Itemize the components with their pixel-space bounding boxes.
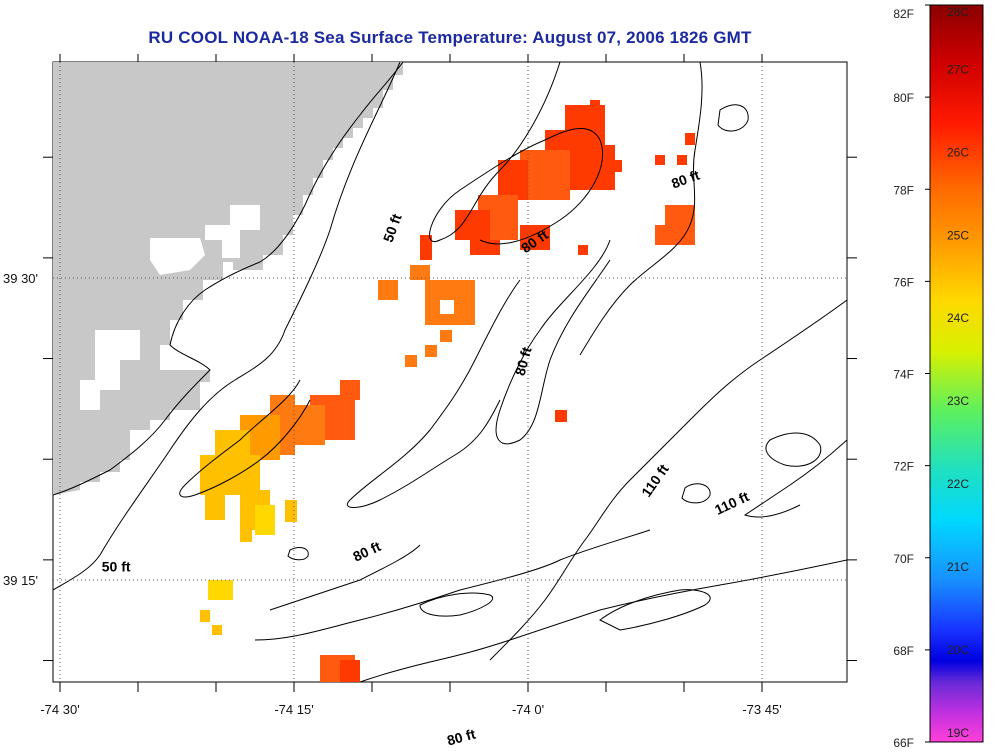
- contour-coast: [53, 62, 404, 496]
- sst-pixel: [208, 580, 233, 600]
- sst-pixel: [285, 500, 297, 522]
- contour-island: [287, 547, 309, 561]
- contour-island: [681, 483, 711, 504]
- colorbar-fahrenheit-labels: 82F 80F 78F 76F 74F 72F 70F 68F 66F: [893, 4, 930, 750]
- bay-area: [80, 330, 140, 410]
- contour-110ft: [743, 439, 847, 518]
- contour-label: 50 ft: [102, 559, 131, 575]
- sst-pixel: [420, 235, 432, 260]
- sst-pixel: [295, 405, 325, 445]
- colorbar-f-label: 68F: [893, 644, 914, 658]
- sst-pixel: [555, 410, 567, 422]
- sst-pixel: [685, 133, 695, 145]
- lon-tick-label: -74 0': [512, 702, 544, 717]
- lon-tick-label: -73 45': [742, 702, 781, 717]
- colorbar-c-label: 25C: [947, 228, 969, 242]
- sst-pixel: [440, 300, 454, 314]
- sst-pixel: [212, 625, 222, 635]
- contour-island: [765, 432, 822, 467]
- axis-tick-labels: -74 30' -74 15' -74 0' -73 45' 39 30' 39 15': [3, 271, 782, 717]
- colorbar-f-label: 76F: [893, 275, 914, 289]
- colorbar-f-label: 74F: [893, 368, 914, 382]
- lat-tick-label: 39 15': [3, 573, 38, 588]
- sst-pixel: [205, 495, 225, 520]
- axis-ticks: [43, 54, 857, 692]
- colorbar-c-label: 28C: [947, 5, 969, 19]
- sst-pixel: [340, 660, 360, 682]
- contour-80ft: [495, 239, 611, 445]
- sst-pixel: [440, 330, 452, 342]
- contour-island: [717, 104, 749, 132]
- contour-80ft: [269, 544, 421, 611]
- sst-pixel: [200, 455, 260, 495]
- contour-80ft: [429, 62, 604, 245]
- sst-pixel: [425, 345, 437, 357]
- colorbar-gradient: [929, 4, 984, 743]
- bay-area: [205, 205, 260, 258]
- lon-tick-label: -74 15': [274, 702, 313, 717]
- contour-50ft: [53, 62, 401, 591]
- colorbar: 82F 80F 78F 76F 74F 72F 70F 68F 66F 28C 27C 26C 25C…: [893, 4, 984, 750]
- sst-pixel: [200, 610, 210, 622]
- sst-pixel: [410, 265, 430, 280]
- contour-80ft: [347, 279, 521, 508]
- colorbar-c-label: 27C: [947, 62, 969, 76]
- sst-pixel: [578, 245, 588, 255]
- lon-tick-label: -74 30': [40, 702, 79, 717]
- sst-pixel: [255, 505, 275, 535]
- land-area: [53, 62, 403, 495]
- colorbar-c-label: 19C: [947, 726, 969, 740]
- lat-tick-label: 39 30': [3, 271, 38, 286]
- sst-pixel: [590, 100, 600, 115]
- sst-pixel: [405, 355, 417, 367]
- grid-lines: [53, 62, 847, 682]
- bay-area: [150, 238, 205, 275]
- sst-pixel: [455, 210, 490, 240]
- contour-shoal: [419, 592, 493, 617]
- sst-pixel: [655, 155, 665, 165]
- colorbar-f-label: 70F: [893, 552, 914, 566]
- colorbar-c-label: 21C: [947, 560, 969, 574]
- contour-80ft: [179, 379, 311, 498]
- sst-pixel: [378, 280, 398, 300]
- contour-label: 80 ft: [512, 345, 535, 377]
- colorbar-c-label: 23C: [947, 394, 969, 408]
- colorbar-c-label: 24C: [947, 311, 969, 325]
- sst-pixel: [655, 225, 675, 245]
- contour-shoal: [599, 589, 711, 631]
- contour-110ft: [489, 299, 847, 661]
- sst-pixel: [240, 530, 252, 542]
- chart-title: RU COOL NOAA-18 Sea Surface Temperature:…: [148, 28, 752, 47]
- colorbar-c-label: 26C: [947, 145, 969, 159]
- sst-pixel: [610, 160, 622, 172]
- contour-80ft: [579, 62, 703, 356]
- colorbar-f-label: 80F: [893, 91, 914, 105]
- colorbar-f-label: 78F: [893, 183, 914, 197]
- colorbar-f-label: 66F: [893, 736, 914, 750]
- contour-label: 80 ft: [445, 726, 477, 749]
- colorbar-celsius-labels: 28C 27C 26C 25C 24C 23C 22C 21C 20C 19C: [947, 5, 969, 740]
- colorbar-c-label: 20C: [947, 643, 969, 657]
- contour-80ft: [254, 529, 651, 641]
- colorbar-f-label: 82F: [893, 7, 914, 21]
- colorbar-c-label: 22C: [947, 477, 969, 491]
- colorbar-f-label: 72F: [893, 460, 914, 474]
- sst-pixel: [498, 160, 528, 200]
- bathymetry-contours: [53, 62, 847, 682]
- sst-pixel: [677, 155, 687, 165]
